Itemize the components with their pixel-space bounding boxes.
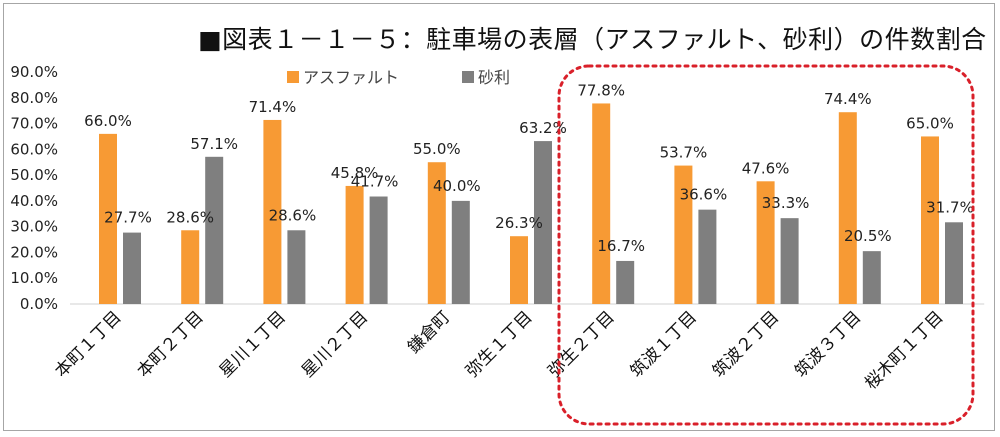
bar-asphalt — [263, 119, 282, 305]
bar-asphalt — [921, 136, 939, 304]
data-label: 55.0% — [413, 140, 461, 158]
data-label: 65.0% — [906, 114, 954, 132]
y-tick-label: 50.0% — [10, 166, 58, 184]
category-label: 筑波２丁目 — [709, 307, 783, 381]
bar-asphalt — [510, 236, 528, 304]
bar-gravel — [123, 232, 141, 304]
bar-gravel — [534, 141, 552, 304]
bar-asphalt — [181, 230, 200, 304]
category-label: 桜木町１丁目 — [861, 307, 947, 393]
bar-asphalt — [674, 165, 693, 304]
legend-label: アスファルト — [303, 68, 399, 87]
y-tick-label: 30.0% — [10, 218, 58, 236]
category-label: 星川１丁目 — [216, 307, 290, 381]
y-tick-label: 60.0% — [10, 140, 58, 158]
bar-asphalt — [592, 103, 611, 305]
data-label: 36.6% — [680, 186, 728, 204]
bar-asphalt — [838, 112, 857, 304]
bar-gravel — [780, 218, 799, 304]
y-tick-label: 0.0% — [20, 295, 58, 313]
category-label: 筑波３丁目 — [791, 307, 865, 381]
data-label: 57.1% — [190, 135, 238, 153]
data-label: 40.0% — [433, 177, 481, 195]
bar-gravel — [945, 222, 963, 304]
data-label: 28.6% — [269, 206, 317, 224]
legend-label: 砂利 — [478, 68, 510, 87]
bar-gravel — [287, 230, 306, 304]
data-label: 31.7% — [926, 198, 974, 216]
y-tick-label: 80.0% — [10, 89, 58, 107]
bar-gravel — [698, 209, 717, 304]
y-tick-label: 40.0% — [10, 192, 58, 210]
data-label: 74.4% — [824, 90, 872, 108]
bar-gravel — [451, 200, 470, 304]
category-label: 本町２丁目 — [133, 307, 207, 381]
bar-gravel — [862, 251, 881, 304]
bar-asphalt — [99, 133, 117, 304]
y-tick-label: 20.0% — [10, 243, 58, 261]
chart-title: ■図表１－１－５：駐車場の表層（アスファルト、砂利）の件数割合 — [198, 25, 987, 54]
y-tick-label: 90.0% — [10, 63, 58, 81]
data-label: 45.8% — [331, 164, 379, 182]
legend-swatch — [462, 71, 474, 83]
category-label: 星川２丁目 — [298, 307, 372, 381]
data-label: 47.6% — [742, 159, 790, 177]
category-label: 筑波１丁目 — [627, 307, 701, 381]
category-label: 鎌倉町 — [404, 307, 454, 357]
chart-frame — [3, 3, 995, 431]
legend-swatch — [287, 71, 299, 83]
data-label: 71.4% — [249, 98, 297, 116]
bar-asphalt — [427, 162, 446, 304]
data-label: 41.7% — [351, 173, 399, 191]
data-label: 63.2% — [519, 119, 567, 137]
data-label: 53.7% — [660, 144, 708, 162]
data-label: 77.8% — [577, 81, 625, 99]
data-label: 66.0% — [84, 112, 132, 130]
data-label: 27.7% — [104, 209, 152, 227]
data-label: 26.3% — [495, 214, 543, 232]
y-tick-label: 10.0% — [10, 269, 58, 287]
bar-gravel — [205, 156, 224, 304]
category-label: 弥生１丁目 — [462, 307, 536, 381]
y-tick-label: 70.0% — [10, 115, 58, 133]
category-label: 弥生２丁目 — [544, 307, 618, 381]
data-label: 20.5% — [844, 227, 892, 245]
data-label: 28.6% — [166, 208, 214, 226]
data-label: 16.7% — [597, 237, 645, 255]
bar-asphalt — [756, 181, 775, 304]
bar-asphalt — [345, 185, 364, 304]
category-label: 本町１丁目 — [51, 307, 125, 381]
bar-gravel — [616, 260, 635, 304]
bar-gravel — [369, 196, 388, 304]
highlight-region — [557, 64, 975, 426]
data-label: 33.3% — [762, 194, 810, 212]
